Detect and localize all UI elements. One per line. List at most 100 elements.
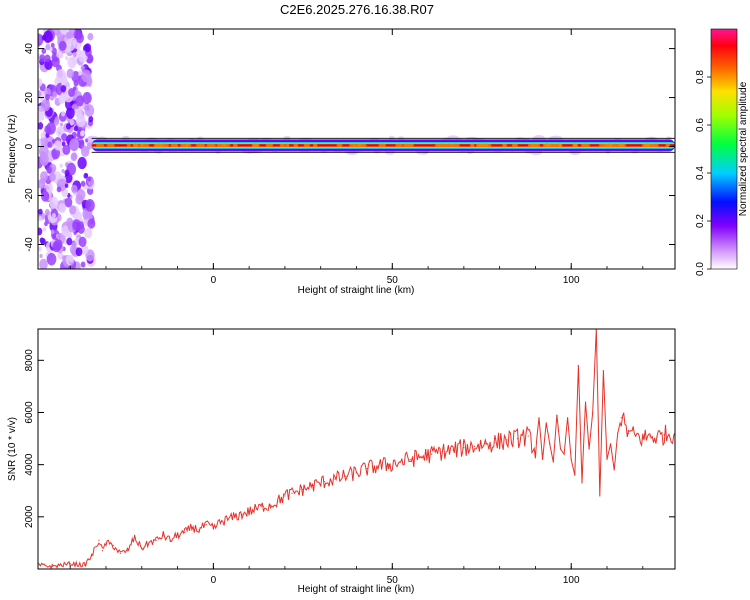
noise-blob xyxy=(61,225,70,237)
band-texture xyxy=(233,143,238,147)
snr-data-point xyxy=(420,456,422,458)
noise-blob xyxy=(61,133,68,142)
noise-blob xyxy=(39,258,48,269)
snr-data-point xyxy=(663,434,665,436)
x-tick-label: 100 xyxy=(563,575,580,586)
band-texture xyxy=(221,143,227,147)
snr-data-point xyxy=(534,451,537,453)
noise-blob xyxy=(80,261,86,268)
spectrogram-y-label: Frequency (Hz) xyxy=(7,115,18,184)
noise-blob xyxy=(58,40,67,51)
noise-blob xyxy=(75,95,84,107)
noise-blob xyxy=(75,108,83,119)
snr-data-point xyxy=(581,482,583,484)
noise-blob xyxy=(38,33,44,46)
snr-data-point xyxy=(134,537,136,539)
noise-blob xyxy=(83,172,88,179)
noise-blob xyxy=(82,91,92,105)
noise-blob xyxy=(61,168,65,174)
snr-data-point xyxy=(609,443,612,445)
noise-blob xyxy=(40,171,48,182)
noise-blob xyxy=(69,119,75,126)
snr-data-point xyxy=(98,539,100,541)
noise-blob xyxy=(42,227,47,232)
noise-blob xyxy=(64,183,69,188)
noise-blob xyxy=(72,219,81,231)
noise-blob xyxy=(56,68,67,82)
noise-blob xyxy=(87,32,94,41)
y-tick-label: 40 xyxy=(24,43,35,55)
snr-data-point xyxy=(227,518,229,521)
band-texture xyxy=(378,143,387,147)
noise-blob xyxy=(85,200,92,208)
spectrogram-content xyxy=(38,29,675,269)
colorbar-tick-label: 0.8 xyxy=(695,70,706,84)
colorbar: 0.0 0.2 0.4 0.6 0.8 Normalized spectral ampl… xyxy=(695,28,749,276)
noise-blob xyxy=(64,197,73,208)
band-texture xyxy=(434,143,440,147)
noise-blob xyxy=(41,99,51,112)
y-tick-label: 0 xyxy=(24,143,35,149)
noise-blob xyxy=(78,71,82,76)
band-texture xyxy=(547,143,556,147)
band-texture xyxy=(437,143,447,147)
snr-data-point xyxy=(345,475,347,477)
noise-blob xyxy=(65,56,69,61)
noise-blob xyxy=(59,122,63,127)
snr-data-point xyxy=(212,527,214,530)
snr-data-point xyxy=(545,422,547,424)
snr-data-point xyxy=(126,550,129,552)
noise-blob xyxy=(67,56,77,69)
band-texture xyxy=(580,143,591,147)
band-texture xyxy=(511,143,518,147)
snr-data-point xyxy=(155,539,157,541)
colorbar-label: Normalized spectral amplitude xyxy=(738,81,749,216)
noise-blob xyxy=(38,115,42,124)
snr-data-point xyxy=(506,439,508,441)
snr-panel: 0 50 100 2000 4000 6000 8000 Height of straigh… xyxy=(7,328,676,595)
snr-data-point xyxy=(463,447,465,449)
band-texture xyxy=(408,143,414,147)
noise-blob xyxy=(40,132,46,139)
noise-blobs xyxy=(38,29,96,269)
noise-blob xyxy=(76,188,86,201)
noise-blob xyxy=(79,130,85,137)
x-tick-label: 0 xyxy=(211,575,217,586)
band-texture xyxy=(352,143,362,147)
band-texture xyxy=(665,143,671,147)
y-tick-label: 6000 xyxy=(24,401,35,424)
noise-blob xyxy=(61,141,66,147)
band-texture xyxy=(349,143,356,147)
band-texture xyxy=(470,143,475,147)
band-texture xyxy=(106,143,115,147)
band-texture xyxy=(185,143,192,147)
band-texture xyxy=(612,143,618,147)
snr-data-point xyxy=(484,443,486,445)
snr-data-point xyxy=(112,544,114,547)
snr-data-point xyxy=(452,449,454,451)
snr-data-point xyxy=(141,547,143,549)
noise-blob xyxy=(44,208,50,216)
snr-data-point xyxy=(649,435,651,437)
snr-data-point xyxy=(105,542,107,544)
snr-data-point xyxy=(552,461,554,463)
band-texture xyxy=(293,143,299,147)
snr-data-point xyxy=(205,524,207,526)
noise-blob xyxy=(80,244,89,255)
noise-blob xyxy=(80,180,86,187)
noise-blob xyxy=(60,85,67,93)
snr-data-point xyxy=(312,484,315,487)
band-texture xyxy=(557,143,563,147)
band-texture xyxy=(336,143,343,147)
snr-data-point xyxy=(559,448,562,450)
snr-data-point xyxy=(176,534,179,536)
noise-blob xyxy=(56,233,62,240)
snr-data-point xyxy=(366,467,368,470)
noise-blob xyxy=(40,115,45,121)
spectrogram-panel: 0 50 100 -40 -20 0 20 40 Height of straight lin… xyxy=(7,28,676,296)
snr-data-point xyxy=(291,492,293,494)
snr-data-point xyxy=(255,508,257,510)
snr-data-point xyxy=(620,417,622,419)
noise-blob xyxy=(71,152,78,160)
